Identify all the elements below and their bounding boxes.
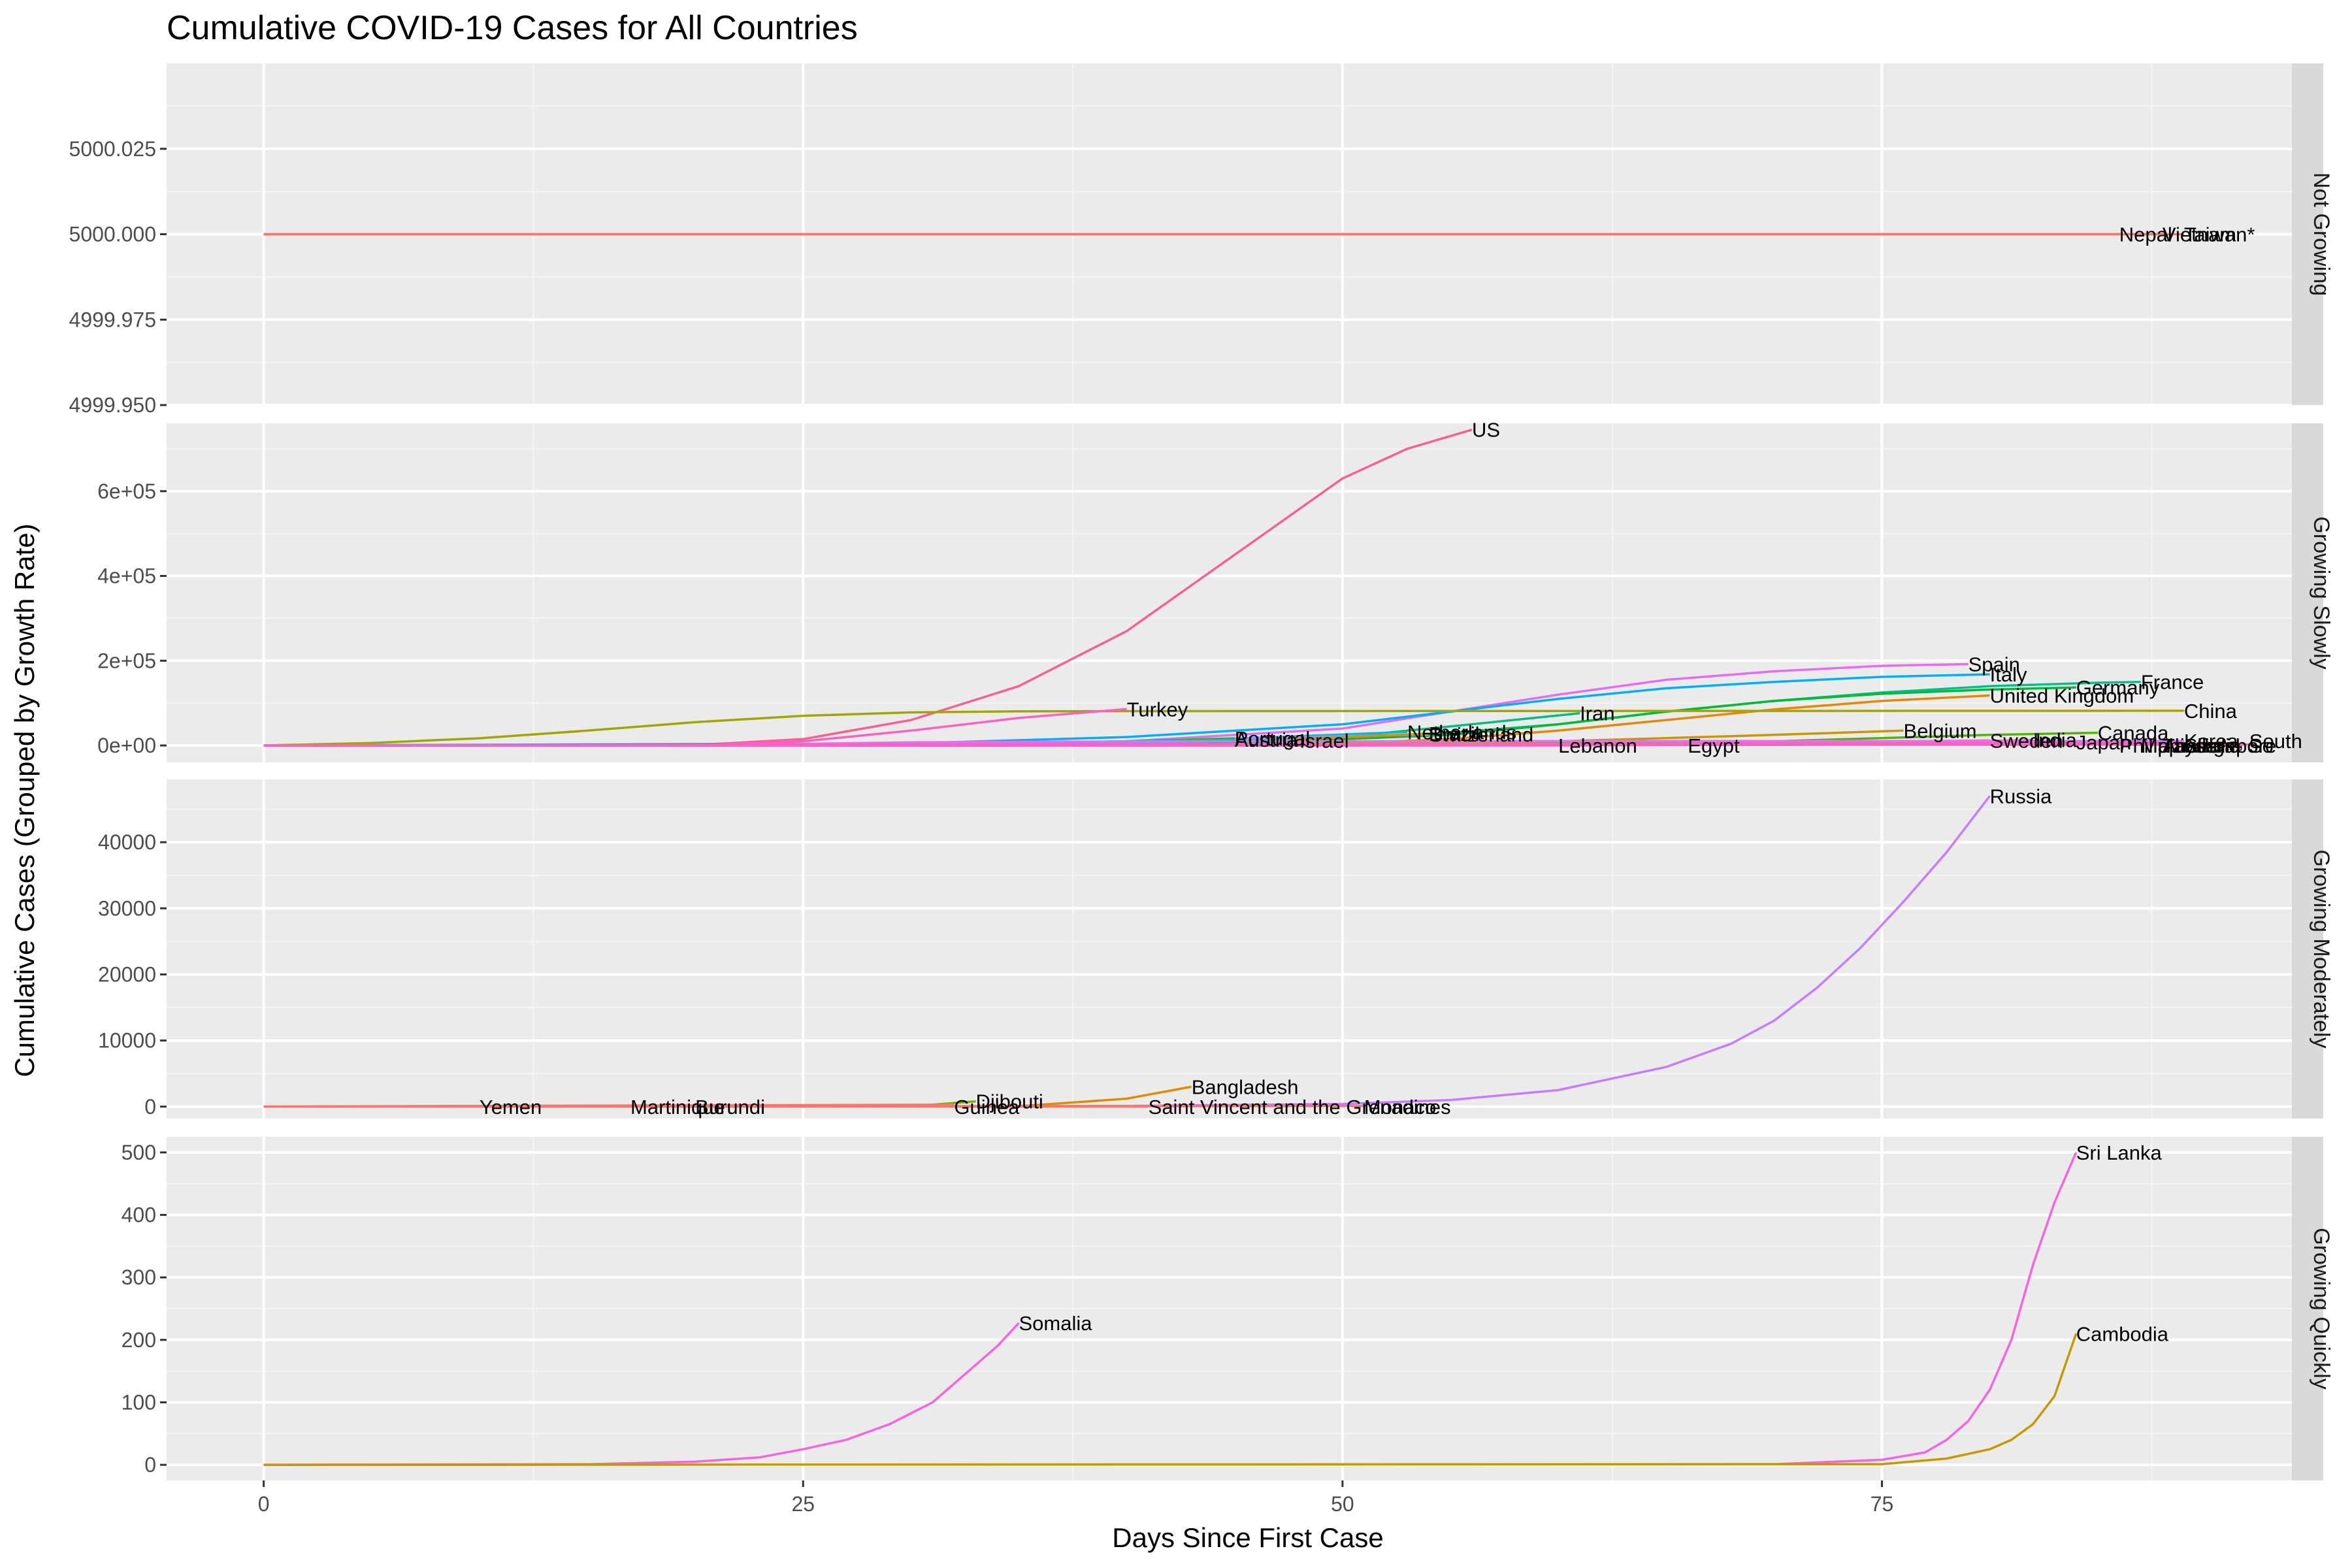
facet-strip-label: Growing Moderately — [2309, 849, 2334, 1048]
y-tick-label: 10000 — [98, 1029, 156, 1053]
x-tick-label: 0 — [258, 1492, 270, 1516]
facet-strip — [2292, 1137, 2323, 1480]
series-label-yemen: Yemen — [480, 1096, 542, 1119]
series-label-sweden: Sweden — [1990, 729, 2063, 752]
y-tick-label: 200 — [122, 1328, 156, 1352]
y-tick-label: 100 — [122, 1390, 156, 1414]
series-line-sri-lanka — [263, 1152, 2078, 1466]
series-line-china — [263, 710, 2184, 747]
y-tick-label: 300 — [122, 1266, 156, 1289]
series-label-switzerland: Switzerland — [1429, 723, 1533, 746]
facet-panel-growing-quickly: 0 100 200 300 400 500 Growing Quickly Somalia Sr… — [122, 1137, 2334, 1480]
series-line-cambodia — [263, 1333, 2078, 1466]
x-axis-ticks: 0 25 50 75 — [258, 1480, 1894, 1516]
panel-background — [167, 423, 2292, 762]
facet-panel-growing-slowly: 0e+00 2e+05 4e+05 6e+05 Growing Slowly US Spai… — [97, 419, 2334, 762]
series-label-turkey: Turkey — [1127, 698, 1188, 721]
series-line-us — [263, 429, 1473, 747]
series-label-australia: Australia — [2163, 734, 2242, 757]
facet-strip-label: Growing Slowly — [2309, 516, 2334, 669]
x-tick-label: 75 — [1870, 1492, 1894, 1516]
series-label-austria: Austria — [1235, 728, 1298, 751]
y-tick-label: 5000.025 — [69, 137, 156, 161]
series-label-cambodia: Cambodia — [2076, 1322, 2169, 1345]
y-tick-label: 0 — [144, 1095, 156, 1119]
series-line-russia — [263, 795, 1991, 1108]
facet-strip — [2292, 779, 2323, 1119]
y-tick-label: 5000.000 — [69, 223, 156, 246]
series-label-singapore: Singapore — [2184, 734, 2276, 757]
y-tick-label: 4999.975 — [69, 308, 156, 331]
series-label-korea-south: Korea, South — [2184, 730, 2302, 753]
y-tick-label: 30000 — [98, 896, 156, 920]
series-label-philippines: Philippines — [2119, 734, 2217, 757]
series-label-martinique: Martinique — [630, 1096, 725, 1119]
y-axis-title: Cumulative Cases (Grouped by Growth Rate… — [9, 523, 40, 1077]
series-line-italy — [263, 673, 1990, 747]
series-label-belgium: Belgium — [1904, 719, 1977, 742]
series-label-bangladesh: Bangladesh — [1192, 1075, 1299, 1098]
series-label-india: India — [2033, 729, 2078, 752]
series-label-egypt: Egypt — [1688, 734, 1740, 757]
y-tick-label: 400 — [122, 1203, 156, 1227]
series-label-portugal: Portugal — [1235, 727, 1310, 750]
y-tick-label: 4999.950 — [69, 393, 156, 417]
series-label-japan: Japan — [2076, 731, 2131, 754]
y-tick-label: 500 — [122, 1141, 156, 1164]
series-label-iran: Iran — [1580, 702, 1614, 725]
series-label-djibouti: Djibouti — [975, 1090, 1043, 1113]
series-label-burundi: Burundi — [695, 1096, 765, 1119]
x-tick-label: 25 — [791, 1492, 815, 1516]
facet-panels: 4999.950 4999.975 5000.000 5000.025 Not Grow… — [69, 63, 2334, 1480]
series-label-canada: Canada — [2098, 722, 2169, 745]
series-line-somalia — [263, 1322, 1020, 1466]
series-label-thailand: Thailand — [2163, 734, 2240, 757]
series-label-sri-lanka: Sri Lanka — [2076, 1141, 2163, 1164]
y-tick-label: 2e+05 — [97, 649, 156, 672]
series-label-russia: Russia — [1990, 785, 2053, 808]
y-tick-label: 20000 — [98, 962, 156, 986]
series-label-united-kingdom: United Kingdom — [1990, 684, 2134, 707]
series-label-italy: Italy — [1990, 663, 2027, 686]
series-label-guinea: Guinea — [954, 1096, 1020, 1119]
y-tick-label: 4e+05 — [97, 564, 156, 588]
y-tick-label: 0 — [144, 1453, 156, 1477]
series-label-vietnam: Vietnam — [2163, 223, 2236, 246]
series-label-monaco: Monaco — [1364, 1096, 1436, 1119]
series-label-netherlands: Netherlands — [1407, 721, 1516, 743]
facet-strip — [2292, 423, 2323, 762]
facet-strip — [2292, 63, 2323, 405]
series-label-brazil: Brazil — [1429, 723, 1480, 745]
panel-background — [167, 779, 2292, 1119]
series-label-israel: Israel — [1299, 729, 1349, 752]
x-axis-title: Days Since First Case — [1112, 1522, 1383, 1553]
series-label-lebanon: Lebanon — [1558, 734, 1637, 757]
series-label-us: US — [1472, 419, 1500, 442]
facet-panel-not-growing: 4999.950 4999.975 5000.000 5000.025 Not Grow… — [69, 63, 2334, 417]
chart-title: Cumulative COVID-19 Cases for All Countr… — [167, 9, 858, 47]
x-tick-label: 50 — [1331, 1492, 1354, 1516]
series-label-spain: Spain — [1968, 653, 2020, 676]
facet-strip-label: Not Growing — [2309, 172, 2334, 296]
series-label-germany: Germany — [2076, 676, 2160, 699]
series-label-saint-vincent-and-the-grenadines: Saint Vincent and the Grenadines — [1149, 1096, 1451, 1119]
y-tick-label: 40000 — [98, 830, 156, 854]
series-label-taiwan: Taiwan* — [2184, 223, 2255, 246]
series-label-china: China — [2184, 700, 2238, 723]
series-label-somalia: Somalia — [1019, 1312, 1093, 1335]
facet-panel-growing-moderately: 0 10000 20000 30000 40000 Growing Moderately R… — [98, 779, 2334, 1119]
series-label-so: So — [2249, 734, 2274, 757]
series-label-malaysia: Malaysia — [2141, 734, 2221, 757]
y-tick-label: 6e+05 — [97, 480, 156, 503]
y-tick-label: 0e+00 — [97, 734, 156, 757]
series-label-nepal: Nepal — [2119, 223, 2172, 246]
series-label-france: France — [2141, 671, 2204, 694]
facet-strip-label: Growing Quickly — [2309, 1228, 2334, 1390]
